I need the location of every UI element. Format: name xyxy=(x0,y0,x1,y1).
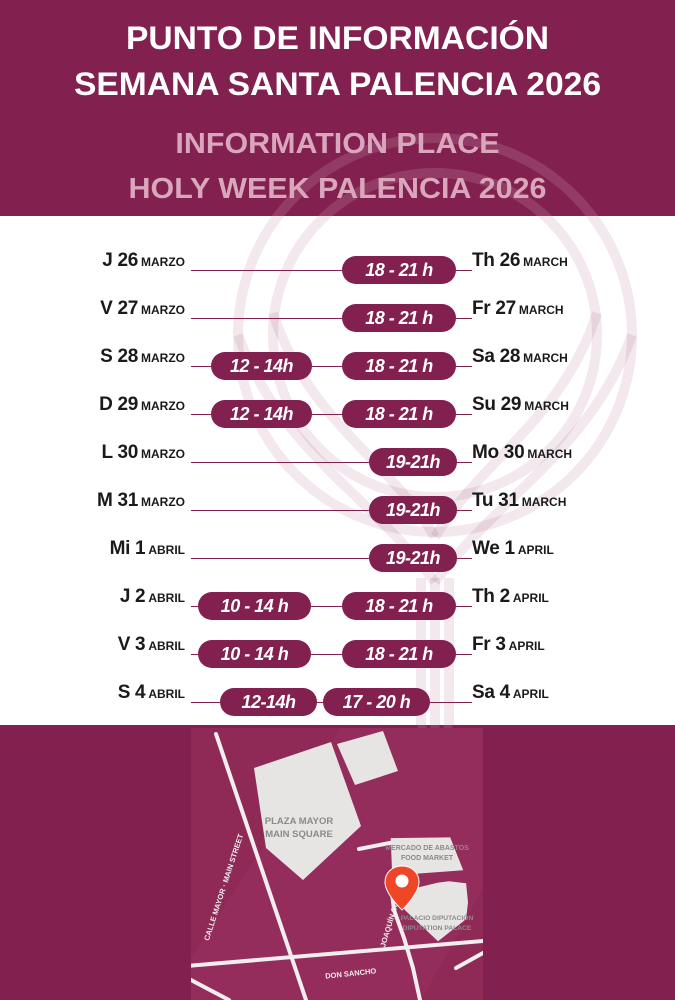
svg-text:FOOD MARKET: FOOD MARKET xyxy=(401,855,454,862)
svg-text:DIPUTATION PALACE: DIPUTATION PALACE xyxy=(403,925,472,932)
svg-text:PLAZA MAYOR: PLAZA MAYOR xyxy=(265,816,334,827)
svg-text:MAIN SQUARE: MAIN SQUARE xyxy=(265,829,333,840)
svg-text:PALACIO DIPUTACIÓN: PALACIO DIPUTACIÓN xyxy=(401,913,474,922)
svg-text:MERCADO DE ABASTOS: MERCADO DE ABASTOS xyxy=(385,845,469,852)
